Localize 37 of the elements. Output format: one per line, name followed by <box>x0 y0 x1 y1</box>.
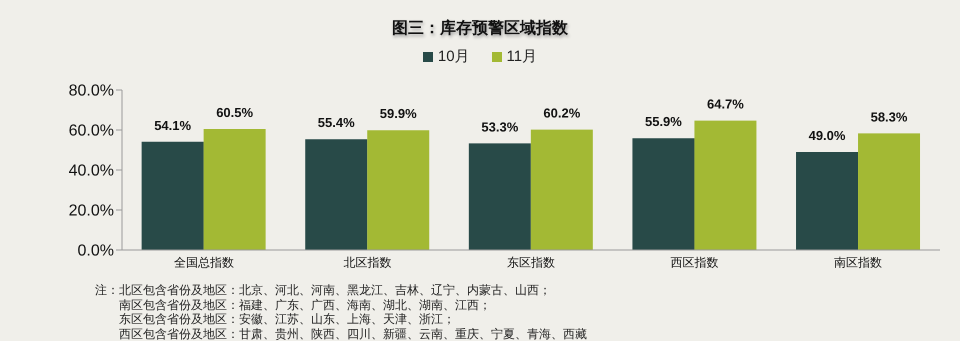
data-label: 58.3% <box>870 109 908 124</box>
bar <box>305 139 368 250</box>
data-label: 60.2% <box>543 106 581 121</box>
legend-label: 10月 <box>438 47 470 66</box>
x-tick-label: 北区指数 <box>343 256 392 270</box>
bar <box>694 120 756 250</box>
data-label: 49.0% <box>808 128 846 143</box>
y-tick-label: 0.0% <box>78 242 114 260</box>
y-tick-label: 80.0% <box>68 82 114 100</box>
bar <box>530 130 593 250</box>
text: 西区包含省份及地区：甘肃、贵州、陕西、四川、新疆、云南、重庆、宁夏、青海、西藏 <box>119 326 587 341</box>
data-label: 64.7% <box>706 96 744 112</box>
text: 南区包含省份及地区：福建、广东、广西、海南、湖北、湖南、江西； <box>119 296 491 313</box>
x-tick-label: 东区指数 <box>507 256 555 270</box>
x-tick-label: 西区指数 <box>670 256 719 270</box>
y-tick-label: 20.0% <box>68 202 114 220</box>
data-label: 55.9% <box>644 114 682 130</box>
data-label: 59.9% <box>380 106 418 122</box>
bar <box>796 152 858 250</box>
y-tick-label: 40.0% <box>68 162 114 180</box>
data-label: 55.4% <box>318 115 356 130</box>
text: 注：北区包含省份及地区：北京、河北、河南、黑龙江、吉林、辽宁、内蒙古、山西； <box>95 282 551 299</box>
legend-label: 11月 <box>506 47 538 66</box>
bar <box>858 133 920 250</box>
x-tick-label: 南区指数 <box>834 256 882 270</box>
chart-title: 图三：库存预警区域指数 <box>391 18 569 39</box>
data-label: 53.3% <box>481 119 519 134</box>
bar <box>632 138 694 250</box>
text: 东区包含省份及地区：安徽、江苏、山东、上海、天津、浙江； <box>119 311 455 328</box>
bar <box>142 142 204 250</box>
bar <box>367 130 430 250</box>
bar <box>468 143 531 250</box>
x-tick-label: 全国总指数 <box>174 256 234 270</box>
data-label: 60.5% <box>216 105 254 120</box>
y-tick-label: 60.0% <box>68 122 114 140</box>
bar <box>204 129 266 250</box>
data-label: 54.1% <box>154 118 192 133</box>
